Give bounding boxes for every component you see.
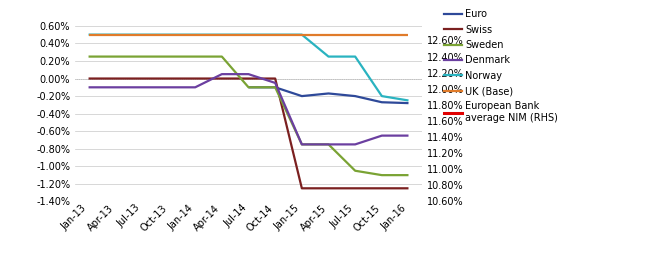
Legend: Euro, Swiss, Sweden, Denmark, Norway, UK (Base), European Bank
average NIM (RHS): Euro, Swiss, Sweden, Denmark, Norway, UK… bbox=[444, 9, 559, 123]
